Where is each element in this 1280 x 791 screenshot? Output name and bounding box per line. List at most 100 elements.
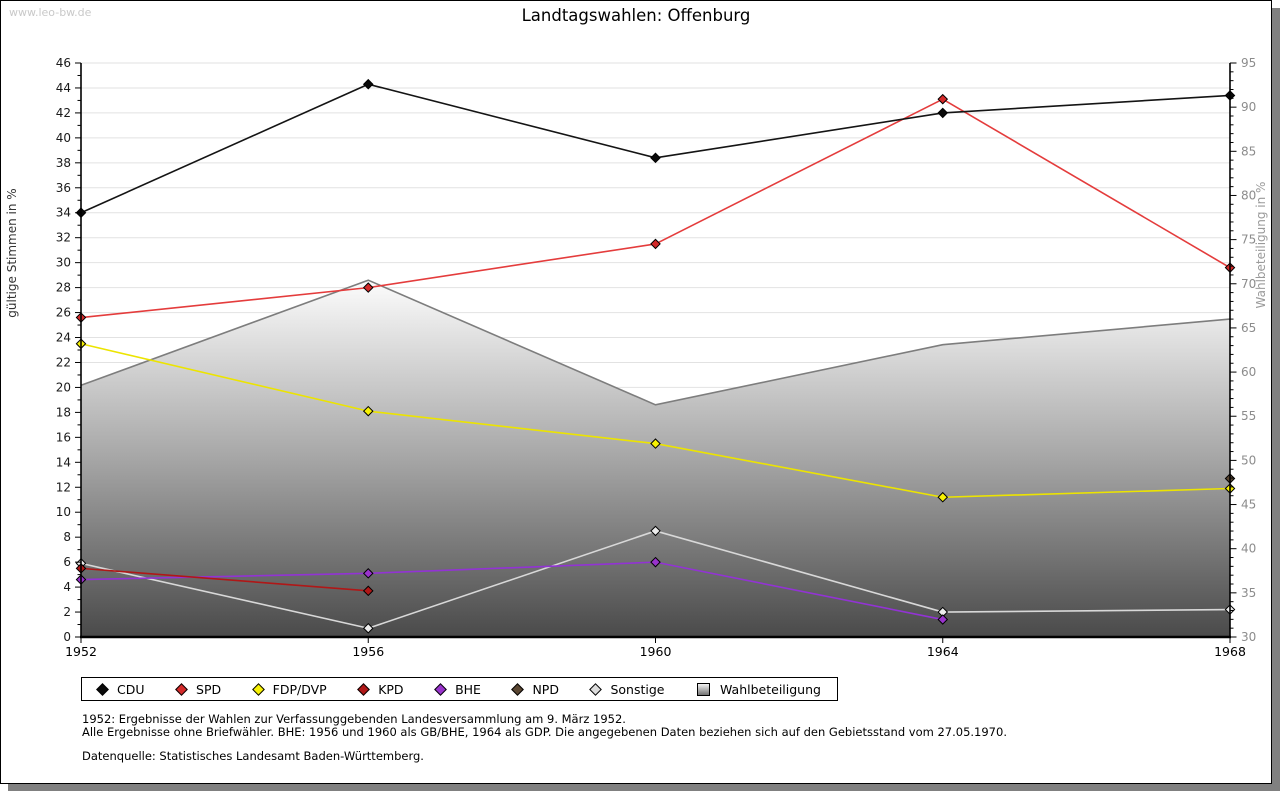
svg-text:60: 60 (1241, 365, 1256, 379)
x-tick-label: 1960 (640, 644, 672, 659)
marker-BHE (937, 614, 949, 625)
series-KPD (75, 563, 374, 597)
svg-text:30: 30 (1241, 630, 1256, 644)
marker-CDU (1224, 90, 1236, 101)
legend: CDU SPD FDP/DVP KPD BHE NPD Sonstige Wahlbeteil… (81, 677, 838, 701)
legend-swatch-Wahlbeteiligung (696, 682, 710, 696)
legend-swatch-FDP-DVP (251, 682, 265, 696)
legend-swatch-SPD (175, 682, 188, 696)
svg-text:44: 44 (56, 81, 71, 95)
marker-Sonstige (362, 622, 374, 634)
marker-FDPDVP (937, 491, 949, 503)
legend-label: KPD (378, 681, 404, 697)
chart-title: Landtagswahlen: Offenburg (521, 6, 751, 25)
left-axis-ticks: 0246810121416182022242628303234363840424… (56, 56, 81, 644)
x-tick-label: 1956 (352, 644, 384, 659)
x-tick-label: 1964 (927, 644, 959, 659)
left-axis-title: gültige Stimmen in % (5, 188, 19, 317)
election-line-chart: 0246810121416182022242628303234363840424… (5, 56, 1268, 659)
svg-text:24: 24 (56, 331, 71, 345)
series-CDU (75, 78, 1236, 219)
svg-text:55: 55 (1241, 409, 1256, 423)
legend-label: NPD (532, 681, 559, 697)
marker-CDU (650, 152, 661, 164)
svg-text:42: 42 (56, 106, 71, 120)
watermark: www.leo-bw.de (9, 6, 92, 19)
svg-text:0: 0 (63, 630, 71, 644)
footnote-source: Datenquelle: Statistisches Landesamt Bad… (82, 749, 424, 763)
marker-FDPDVP (75, 338, 87, 350)
marker-FDPDVP (1224, 483, 1236, 494)
x-axis-ticks: 1952 1956 1960 1964 1968 (65, 637, 1246, 659)
axes (80, 63, 1231, 639)
legend-swatch-KPD (357, 682, 371, 696)
marker-KPD (75, 563, 87, 574)
svg-text:10: 10 (56, 505, 71, 519)
footnote-general: Alle Ergebnisse ohne Briefwähler. BHE: 1… (82, 725, 1007, 739)
svg-text:80: 80 (1241, 188, 1256, 202)
marker-SPD (1224, 262, 1236, 273)
legend-label: BHE (455, 681, 481, 697)
svg-text:46: 46 (56, 56, 71, 70)
marker-FDPDVP (650, 438, 661, 449)
svg-text:6: 6 (63, 555, 71, 569)
svg-text:34: 34 (56, 206, 71, 220)
gridlines (81, 62, 1230, 613)
series-FDPDVP (75, 338, 1236, 503)
marker-BHE (362, 568, 374, 579)
marker-CDU (362, 78, 374, 90)
series-Sonstige (75, 525, 1236, 634)
svg-text:4: 4 (63, 580, 71, 594)
page-shadow-bottom (8, 784, 1280, 791)
marker-Sonstige (1224, 604, 1236, 615)
svg-text:12: 12 (56, 480, 71, 494)
svg-text:90: 90 (1241, 100, 1256, 114)
svg-text:35: 35 (1241, 586, 1256, 600)
svg-text:45: 45 (1241, 498, 1256, 512)
legend-label: Wahlbeteiligung (719, 681, 821, 697)
marker-CDU (937, 107, 949, 119)
legend-label: SPD (196, 681, 222, 697)
marker-Sonstige (937, 606, 949, 618)
svg-text:85: 85 (1241, 144, 1256, 158)
svg-text:75: 75 (1241, 233, 1256, 247)
marker-BHE (75, 574, 87, 585)
legend-swatch-BHE (434, 682, 447, 696)
svg-text:28: 28 (56, 281, 71, 295)
svg-text:40: 40 (1241, 542, 1256, 556)
svg-text:30: 30 (56, 256, 71, 270)
legend-swatch-CDU (96, 682, 109, 696)
series-NPD (1224, 473, 1236, 484)
page-shadow-right (1272, 8, 1280, 791)
svg-text:95: 95 (1241, 56, 1256, 70)
marker-SPD (650, 238, 661, 250)
svg-text:70: 70 (1241, 277, 1256, 291)
participation-area (81, 280, 1230, 637)
svg-text:32: 32 (56, 231, 71, 245)
marker-NPD (1224, 473, 1236, 484)
svg-text:2: 2 (63, 605, 71, 619)
svg-text:18: 18 (56, 405, 71, 419)
svg-text:50: 50 (1241, 453, 1256, 467)
svg-text:20: 20 (56, 380, 71, 394)
footnote-1952: 1952: Ergebnisse der Wahlen zur Verfassu… (82, 712, 626, 726)
svg-text:38: 38 (56, 156, 71, 170)
svg-text:40: 40 (56, 131, 71, 145)
legend-item-Wahlbeteiligung: Wahlbeteiligung (696, 681, 821, 697)
legend-swatch-Sonstige (589, 682, 603, 696)
legend-item-KPD: KPD (357, 681, 404, 697)
svg-text:65: 65 (1241, 321, 1256, 335)
marker-SPD (75, 312, 87, 323)
svg-text:36: 36 (56, 181, 71, 195)
marker-SPD (937, 93, 949, 105)
marker-SPD (362, 282, 374, 293)
svg-text:8: 8 (63, 530, 71, 544)
marker-CDU (75, 207, 87, 219)
svg-text:26: 26 (56, 306, 71, 320)
legend-item-SPD: SPD (175, 681, 222, 697)
marker-Sonstige (650, 525, 661, 537)
legend-label: FDP/DVP (272, 681, 327, 697)
svg-text:22: 22 (56, 355, 71, 369)
marker-BHE (650, 556, 661, 568)
